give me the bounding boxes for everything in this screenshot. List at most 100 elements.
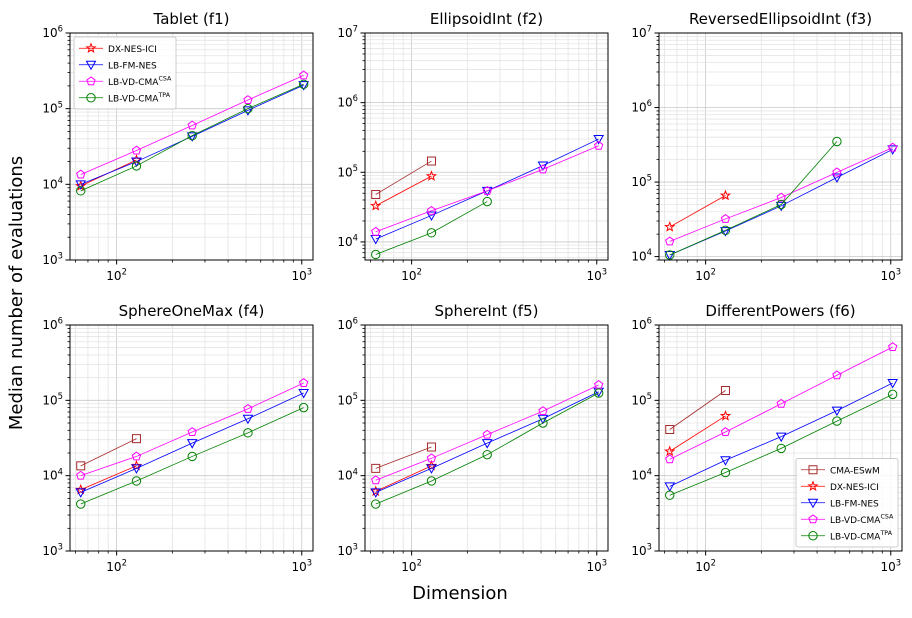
legend-label: LB-VD-CMATPA [830,530,893,542]
y-tick-label: 105 [631,391,652,407]
series-line-lb-vd-cma-csa [669,346,893,460]
legend-label: DX-NES-ICI [830,483,879,493]
legend-box [73,36,177,110]
legend-entry-dx-nes-ici: DX-NES-ICI [79,42,157,55]
data-point-lb-fm-nes [75,180,87,190]
data-point-lb-vd-cma-csa [593,380,604,389]
panel-2-grid [365,32,608,260]
series-line-lb-vd-cma-csa [80,75,304,175]
series-line-lb-vd-cma-csa [80,382,304,477]
series-line-lb-fm-nes [80,392,304,493]
y-tick-label: 105 [42,391,63,407]
figure-y-axis-label: Median number of evaluations [6,156,27,430]
data-point-dx-nes-ici [425,170,438,181]
data-point-lb-vd-cma-csa [665,454,675,464]
x-tick-label: 103 [586,267,607,283]
data-point-lb-vd-cma-csa [187,120,197,130]
legend-marker [86,76,96,86]
data-point-lb-vd-cma-tpa [76,186,86,196]
data-point-lb-fm-nes [720,456,731,466]
data-point-dx-nes-ici [664,445,676,457]
legend-marker [808,465,818,475]
data-point-lb-vd-cma-tpa [187,130,197,141]
series-line-dx-nes-ici [375,465,432,492]
panel-2-title: EllipsoidInt (f2) [430,10,543,28]
data-point-lb-fm-nes [887,378,899,389]
x-tick-label: 103 [291,267,312,283]
series-line-lb-vd-cma-tpa [669,394,893,496]
y-tick-label: 107 [337,24,358,40]
legend-marker [807,498,819,509]
data-point-lb-vd-cma-csa [665,236,675,246]
panel-3: 102 103 104 105 106 107 ReversedEllipsoidInt (… [631,10,903,283]
data-point-lb-fm-nes [370,235,382,245]
data-point-lb-vd-cma-tpa [593,388,604,398]
legend-marker [807,480,819,492]
legend-label: CMA-ESwM [830,466,880,476]
data-point-lb-vd-cma-csa [482,185,492,195]
data-point-lb-vd-cma-tpa [832,136,842,147]
data-point-lb-vd-cma-csa [371,226,381,236]
legend-marker [808,514,818,524]
data-point-lb-vd-cma-csa [76,169,86,179]
series-lb-vd-cma-tpa [76,402,309,509]
data-point-lb-fm-nes [664,251,676,261]
legend-label: LB-VD-CMACSA [108,76,172,88]
x-tick-label: 103 [880,558,901,574]
data-point-cma-eswm [426,442,436,452]
legend-entry-lb-vd-cma-tpa: LB-VD-CMATPA [79,92,171,104]
data-point-lb-vd-cma-tpa [131,161,142,171]
series-line-lb-vd-cma-tpa [375,201,488,255]
data-point-lb-vd-cma-csa [76,470,86,480]
data-point-lb-vd-cma-csa [131,145,142,155]
data-point-lb-vd-cma-tpa [665,490,675,500]
data-point-lb-vd-cma-tpa [371,499,381,509]
data-point-lb-vd-cma-csa [426,205,437,215]
data-point-lb-fm-nes [75,488,87,498]
series-line-dx-nes-ici [375,175,432,207]
data-point-lb-vd-cma-tpa [76,499,86,509]
legend-marker [808,531,818,541]
series-line-cma-eswm [375,446,432,469]
data-point-lb-vd-cma-tpa [298,402,309,413]
data-point-lb-vd-cma-tpa [131,476,142,486]
data-point-lb-fm-nes [887,145,899,155]
data-point-lb-fm-nes [481,439,493,449]
series-line-lb-vd-cma-csa [669,147,893,242]
panel-2: 102 103 104 105 106 107 EllipsoidInt (f2) [337,10,609,283]
data-point-lb-vd-cma-tpa [832,416,842,426]
y-tick-label: 105 [337,163,358,179]
data-point-lb-fm-nes [775,432,787,443]
panel-4: 102 103 103 104 105 106 SphereOneMax (f4) [42,302,314,574]
y-tick-label: 103 [337,542,358,558]
data-point-lb-vd-cma-csa [298,70,309,80]
x-tick-label: 102 [695,558,716,574]
data-point-dx-nes-ici [719,189,732,201]
panel-5-frame [364,324,609,552]
data-point-lb-vd-cma-tpa [482,196,492,207]
data-point-lb-fm-nes [131,464,142,474]
series-lb-vd-cma-csa [371,380,604,485]
y-tick-label: 106 [42,316,63,332]
legend-entry-lb-fm-nes: LB-FM-NES [801,498,879,509]
data-point-lb-fm-nes [664,482,676,492]
y-tick-label: 104 [337,466,358,482]
data-point-lb-vd-cma-csa [243,95,253,105]
legend-marker [85,60,97,71]
x-tick-label: 102 [106,267,127,283]
legend-label: LB-FM-NES [830,499,879,509]
x-tick-label: 102 [695,267,716,283]
series-cma-eswm [76,434,141,471]
legend-entry-lb-vd-cma-tpa: LB-VD-CMATPA [801,530,893,542]
series-line-lb-fm-nes [80,84,304,185]
y-tick-label: 103 [42,542,63,558]
series-line-lb-fm-nes [669,148,893,256]
figure-x-axis-label: Dimension [412,583,508,604]
data-point-lb-vd-cma-tpa [887,389,898,400]
data-point-lb-fm-nes [593,135,605,145]
series-line-lb-fm-nes [375,138,599,240]
data-point-cma-eswm [76,461,86,471]
series-line-dx-nes-ici [80,465,137,491]
data-point-lb-vd-cma-csa [298,378,309,387]
